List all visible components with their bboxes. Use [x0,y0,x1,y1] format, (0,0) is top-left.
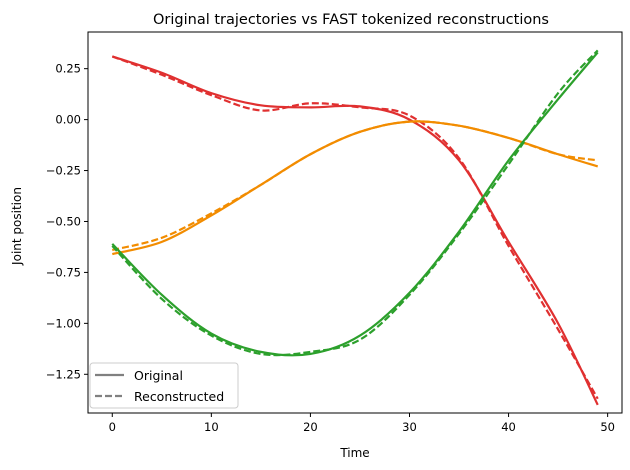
legend-original-label: Original [134,368,183,383]
legend: Original Reconstructed [89,362,239,409]
x-tick-label: 50 [600,420,615,434]
y-tick-label: −0.50 [46,214,81,228]
y-tick-label: 0.00 [55,113,81,127]
y-tick-label: −1.00 [46,316,81,330]
x-axis-label: Time [339,446,369,460]
x-tick-label: 40 [501,420,516,434]
x-tick-label: 10 [204,420,219,434]
y-axis-label: Joint position [10,187,24,266]
x-tick-label: 30 [402,420,417,434]
series-line-5 [111,49,599,357]
x-tick-label: 20 [303,420,318,434]
series-line-4 [111,51,599,357]
y-tick-label: −0.75 [46,265,81,279]
series-line-2 [112,120,599,256]
y-tick-label: 0.25 [55,62,81,76]
axes-frame [87,31,623,414]
legend-reconstructed-label: Reconstructed [134,389,224,404]
y-tick-label: −1.25 [46,367,81,381]
x-tick-label: 0 [109,420,116,434]
series-line-1 [111,55,599,400]
y-tick-label: −0.25 [46,164,81,178]
chart-title: Original trajectories vs FAST tokenized … [153,12,549,28]
legend-box [89,362,239,409]
